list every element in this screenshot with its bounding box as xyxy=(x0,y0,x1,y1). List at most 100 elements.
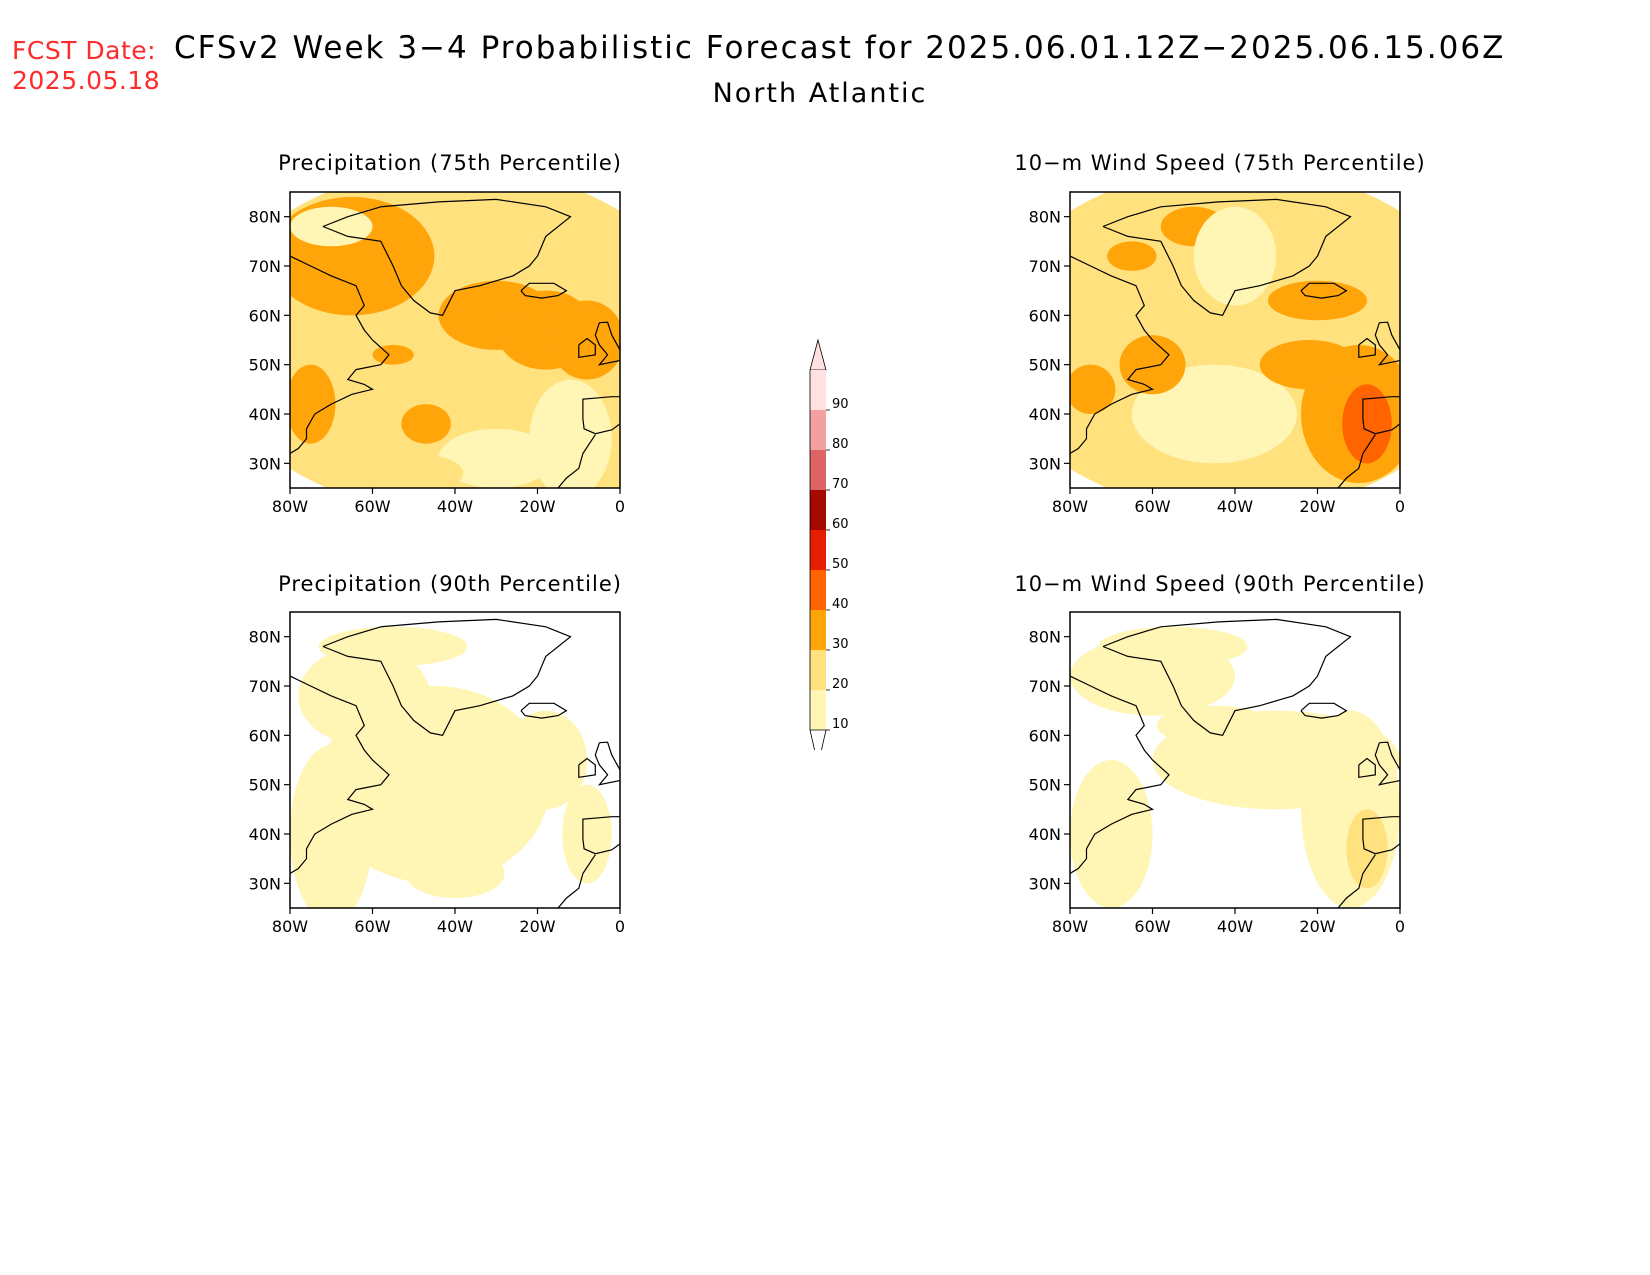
coastline-iceland xyxy=(520,282,568,299)
region-title: North Atlantic xyxy=(712,78,928,109)
coastline-iceland xyxy=(520,702,568,719)
coastline-canada xyxy=(290,675,390,875)
lat-label: 40N xyxy=(1029,825,1061,844)
coastline-greenland xyxy=(1102,198,1352,316)
colorbar-label: 10 xyxy=(832,717,849,732)
colorbar-segment xyxy=(810,610,826,650)
coastline-iberia xyxy=(582,396,620,435)
coastline-ireland xyxy=(1358,337,1376,358)
coastline-greenland xyxy=(322,618,572,736)
coastline-africa xyxy=(557,434,596,488)
shaded-region xyxy=(1098,626,1248,667)
lat-label: 80N xyxy=(1029,628,1061,647)
colorbar-segment xyxy=(810,450,826,490)
colorbar-label: 40 xyxy=(832,597,849,612)
lat-label: 70N xyxy=(249,257,281,276)
colorbar-segment xyxy=(810,650,826,690)
lat-label: 70N xyxy=(1029,677,1061,696)
lon-label: 40W xyxy=(437,917,473,936)
colorbar-segment xyxy=(810,370,826,410)
lon-label: 0 xyxy=(615,917,625,936)
lon-label: 60W xyxy=(1134,917,1170,936)
lat-label: 50N xyxy=(1029,776,1061,795)
lat-label: 60N xyxy=(1029,306,1061,325)
lat-label: 80N xyxy=(249,208,281,227)
lon-label: 20W xyxy=(519,497,555,516)
colorbar-label: 90 xyxy=(832,397,849,412)
lon-label: 80W xyxy=(1052,497,1088,516)
lon-label: 40W xyxy=(437,497,473,516)
shaded-region xyxy=(405,848,505,899)
lat-label: 50N xyxy=(249,776,281,795)
coastline-africa xyxy=(1337,854,1376,908)
coastline-britain xyxy=(594,741,620,786)
fcst-date-label: FCST Date: xyxy=(12,36,157,65)
lat-label: 30N xyxy=(249,874,281,893)
shaded-region xyxy=(1301,710,1400,908)
lon-label: 80W xyxy=(1052,917,1088,936)
lon-label: 40W xyxy=(1217,917,1253,936)
shaded-region xyxy=(1131,364,1297,464)
coastline-britain xyxy=(1374,321,1400,366)
colorbar-segment xyxy=(810,570,826,610)
lat-label: 50N xyxy=(1029,356,1061,375)
lon-label: 60W xyxy=(354,917,390,936)
colorbar-label: 30 xyxy=(832,637,849,652)
lon-label: 0 xyxy=(615,497,625,516)
coastline-greenland xyxy=(322,198,572,316)
lat-label: 80N xyxy=(1029,208,1061,227)
map-precip-90th: 80N 70N 60N 50N 40N 30N 80W 60W 40W 20W 0 xyxy=(249,611,625,936)
map-wind-75th: 80N 70N 60N 50N 40N 30N 80W 60W 40W 20W 0 xyxy=(1029,191,1405,516)
coastline-iberia xyxy=(1362,396,1400,435)
lat-label: 60N xyxy=(1029,726,1061,745)
coastline-africa xyxy=(1337,434,1376,488)
shaded-region xyxy=(1070,760,1153,908)
shaded-region xyxy=(1346,809,1388,889)
map-wind-90th: 80N 70N 60N 50N 40N 30N 80W 60W 40W 20W 0 xyxy=(1029,611,1405,936)
coastline-africa xyxy=(557,854,596,908)
lon-label: 60W xyxy=(1134,497,1170,516)
panel-title-wind75: 10−m Wind Speed (75th Percentile) xyxy=(1014,151,1426,175)
colorbar-label: 80 xyxy=(832,437,849,452)
coastline-greenland xyxy=(1102,618,1352,736)
shaded-region xyxy=(1156,705,1273,746)
colorbar-label: 60 xyxy=(832,517,849,532)
lat-label: 70N xyxy=(1029,257,1061,276)
shaded-region xyxy=(512,290,579,321)
shaded-region xyxy=(504,710,587,810)
shaded-region xyxy=(401,404,451,444)
panel-title-wind90: 10−m Wind Speed (90th Percentile) xyxy=(1014,572,1426,596)
coastline-britain xyxy=(1374,741,1400,786)
lon-label: 40W xyxy=(1217,497,1253,516)
colorbar-label: 70 xyxy=(832,477,849,492)
colorbar-bottom-arrow xyxy=(809,729,827,750)
shaded-region xyxy=(290,364,336,444)
lon-label: 20W xyxy=(1299,917,1335,936)
lat-label: 40N xyxy=(249,405,281,424)
coastline-iceland xyxy=(1300,702,1348,719)
coastline-canada xyxy=(290,255,390,455)
lon-label: 60W xyxy=(354,497,390,516)
lat-label: 50N xyxy=(249,356,281,375)
shaded-region xyxy=(318,626,468,667)
shaded-region xyxy=(1070,364,1116,414)
colorbar-label: 50 xyxy=(832,557,849,572)
lat-label: 70N xyxy=(249,677,281,696)
coastline-ireland xyxy=(578,757,596,778)
shaded-region xyxy=(1193,206,1277,306)
lat-label: 80N xyxy=(249,628,281,647)
map-precip-75th: 80N 70N 60N 50N 40N 30N 80W 60W 40W 20W 0 xyxy=(249,191,625,516)
lat-label: 40N xyxy=(249,825,281,844)
shaded-region xyxy=(1107,241,1157,271)
colorbar-segment xyxy=(810,410,826,450)
panel-title-precip90: Precipitation (90th Percentile) xyxy=(278,572,622,596)
shaded-region xyxy=(1119,335,1186,395)
coastline-britain xyxy=(594,321,620,366)
lat-label: 30N xyxy=(1029,454,1061,473)
panel-title-precip75: Precipitation (75th Percentile) xyxy=(278,151,622,175)
shaded-region xyxy=(1259,340,1359,390)
shaded-region xyxy=(364,453,464,488)
colorbar-segment xyxy=(810,530,826,570)
colorbar-segment xyxy=(810,690,826,730)
shaded-region xyxy=(290,745,373,908)
